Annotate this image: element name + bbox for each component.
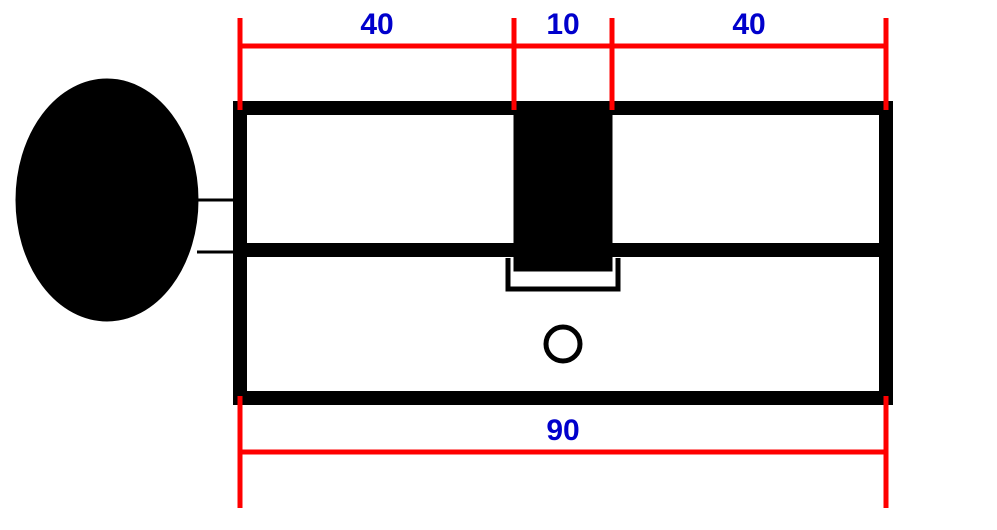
dim-top-label-2: 40 <box>732 8 765 41</box>
dim-top-label-1: 10 <box>546 8 579 41</box>
cam-block <box>514 108 612 271</box>
dim-bottom-label-0: 90 <box>546 414 579 447</box>
thumbturn-knob <box>17 80 197 320</box>
dim-top-label-0: 40 <box>360 8 393 41</box>
